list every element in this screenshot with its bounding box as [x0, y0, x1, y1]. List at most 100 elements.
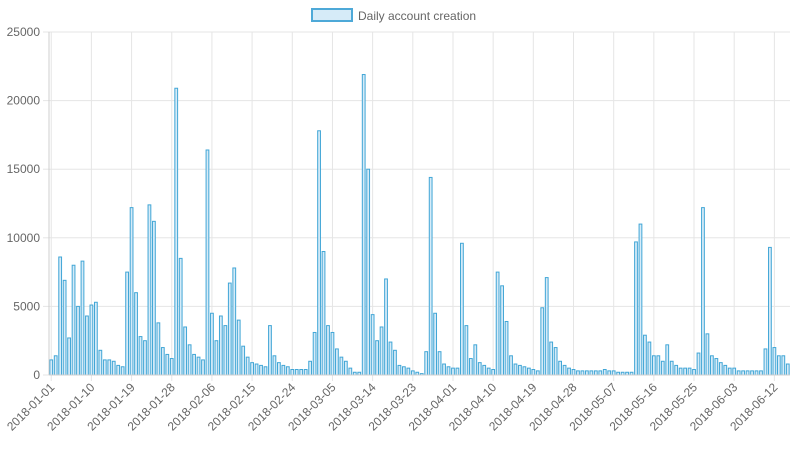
- bar[interactable]: [366, 168, 371, 376]
- bar[interactable]: [201, 359, 205, 376]
- bar[interactable]: [183, 326, 188, 376]
- bar[interactable]: [701, 207, 705, 376]
- bar[interactable]: [85, 315, 89, 376]
- bar[interactable]: [428, 176, 433, 376]
- bar[interactable]: [361, 74, 366, 376]
- bar[interactable]: [495, 271, 500, 376]
- bar[interactable]: [660, 360, 665, 376]
- bar[interactable]: [143, 340, 147, 376]
- bar[interactable]: [433, 312, 438, 376]
- bar[interactable]: [442, 363, 446, 376]
- bar[interactable]: [562, 364, 567, 376]
- bar[interactable]: [277, 362, 281, 376]
- bar[interactable]: [607, 370, 612, 376]
- bar[interactable]: [80, 260, 85, 376]
- bar[interactable]: [705, 333, 710, 376]
- bar[interactable]: [558, 360, 562, 376]
- bar[interactable]: [678, 367, 683, 376]
- bar[interactable]: [567, 367, 571, 376]
- bar[interactable]: [67, 337, 71, 376]
- bar[interactable]: [294, 369, 299, 376]
- bar[interactable]: [723, 364, 728, 376]
- bar[interactable]: [732, 367, 737, 376]
- bar[interactable]: [317, 130, 321, 376]
- bar[interactable]: [460, 242, 464, 376]
- bar[interactable]: [174, 87, 179, 376]
- bar[interactable]: [299, 369, 304, 376]
- bar[interactable]: [343, 360, 348, 376]
- bar[interactable]: [665, 344, 670, 376]
- bar[interactable]: [710, 355, 714, 376]
- bar[interactable]: [424, 351, 429, 376]
- bar[interactable]: [210, 312, 214, 376]
- bar[interactable]: [406, 367, 411, 376]
- bar[interactable]: [759, 370, 763, 376]
- bar[interactable]: [308, 360, 313, 376]
- bar[interactable]: [138, 336, 143, 376]
- bar[interactable]: [187, 344, 192, 376]
- bar[interactable]: [330, 331, 335, 376]
- bar[interactable]: [71, 264, 76, 376]
- bar[interactable]: [446, 366, 451, 376]
- bar[interactable]: [772, 347, 777, 376]
- bar[interactable]: [602, 369, 607, 376]
- bar[interactable]: [165, 353, 170, 376]
- bar[interactable]: [750, 370, 754, 376]
- bar[interactable]: [49, 359, 54, 376]
- bar[interactable]: [580, 370, 585, 376]
- bar[interactable]: [656, 355, 661, 376]
- bar[interactable]: [312, 331, 317, 376]
- bar[interactable]: [339, 356, 344, 376]
- bar[interactable]: [410, 370, 415, 376]
- bar[interactable]: [147, 204, 152, 376]
- bar[interactable]: [692, 369, 696, 376]
- bar[interactable]: [553, 347, 558, 376]
- bar[interactable]: [634, 241, 638, 376]
- bar[interactable]: [98, 349, 103, 376]
- bar[interactable]: [214, 340, 219, 376]
- bar[interactable]: [134, 292, 138, 376]
- bar[interactable]: [785, 363, 790, 376]
- bar[interactable]: [245, 356, 250, 376]
- bar[interactable]: [375, 340, 379, 376]
- bar[interactable]: [379, 326, 384, 376]
- bar[interactable]: [611, 370, 616, 376]
- bar[interactable]: [522, 366, 527, 376]
- bar[interactable]: [535, 370, 540, 376]
- bar[interactable]: [727, 367, 732, 376]
- bar[interactable]: [504, 320, 509, 376]
- bar[interactable]: [687, 367, 692, 376]
- bar[interactable]: [129, 207, 134, 376]
- bar[interactable]: [259, 364, 263, 376]
- bar[interactable]: [763, 348, 768, 376]
- bar[interactable]: [714, 358, 719, 376]
- bar[interactable]: [152, 220, 156, 376]
- bar[interactable]: [111, 360, 116, 376]
- bar[interactable]: [401, 366, 406, 376]
- bar[interactable]: [169, 358, 174, 376]
- bar[interactable]: [455, 367, 460, 376]
- bar[interactable]: [160, 347, 165, 376]
- bar[interactable]: [638, 223, 643, 376]
- bar[interactable]: [223, 325, 228, 376]
- bar[interactable]: [531, 369, 536, 376]
- bar[interactable]: [178, 257, 183, 376]
- bar[interactable]: [651, 355, 656, 376]
- bar[interactable]: [326, 325, 330, 376]
- bar[interactable]: [451, 367, 455, 376]
- bar[interactable]: [321, 251, 326, 376]
- bar[interactable]: [647, 341, 652, 376]
- bar[interactable]: [745, 370, 750, 376]
- bar[interactable]: [102, 359, 107, 376]
- bar[interactable]: [241, 345, 246, 376]
- bar[interactable]: [218, 315, 223, 376]
- bar[interactable]: [486, 367, 491, 376]
- bar[interactable]: [544, 277, 549, 376]
- bar[interactable]: [696, 352, 701, 376]
- bar[interactable]: [781, 355, 786, 376]
- bar[interactable]: [768, 246, 772, 376]
- bar[interactable]: [120, 366, 125, 376]
- bar[interactable]: [192, 353, 196, 376]
- bar[interactable]: [741, 370, 746, 376]
- bar[interactable]: [348, 367, 353, 376]
